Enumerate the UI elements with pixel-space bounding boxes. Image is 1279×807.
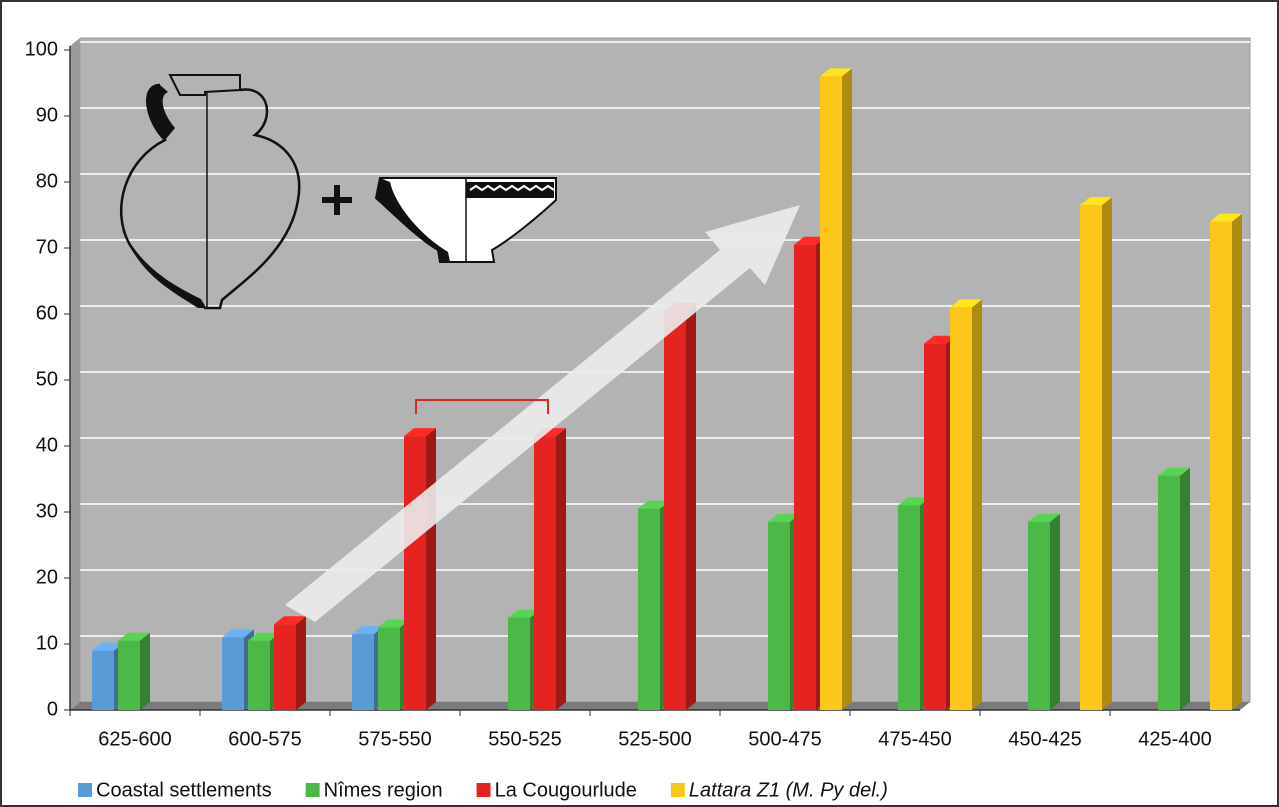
y-tick-label: 10 — [36, 632, 58, 654]
legend-label: La Cougourlude — [495, 779, 637, 801]
trend-arrow — [285, 205, 800, 622]
bar-top — [222, 629, 254, 638]
bar-top — [404, 428, 436, 437]
y-tick-label: 90 — [36, 104, 58, 126]
legend-label: Lattara Z1 (M. Py del.) — [689, 779, 888, 801]
illustration — [120, 74, 800, 622]
bar — [1080, 205, 1102, 710]
bar-top — [1158, 467, 1190, 476]
bar — [664, 310, 686, 710]
bar-top — [378, 619, 410, 628]
bar — [508, 617, 530, 710]
cup-section — [376, 178, 450, 262]
legend-swatch — [476, 783, 491, 797]
bar-top — [248, 632, 280, 641]
bar-side — [1180, 467, 1190, 710]
legend-label: Coastal settlements — [96, 779, 272, 801]
legend: Coastal settlements Nîmes region La Cougou… — [78, 779, 888, 801]
x-tick-label: 500-475 — [748, 728, 821, 750]
bar — [534, 436, 556, 710]
bar-side — [556, 428, 566, 710]
bar-side — [972, 299, 982, 710]
bar — [222, 637, 244, 710]
y-tick-label: 40 — [36, 434, 58, 456]
bar-side — [296, 616, 306, 710]
bar — [248, 640, 270, 710]
legend-swatch — [670, 783, 685, 797]
bar — [924, 343, 946, 710]
y-tick-label: 60 — [36, 302, 58, 324]
bar — [378, 627, 400, 710]
bar-side — [426, 428, 436, 710]
bar-top — [352, 626, 384, 635]
bar-top — [950, 299, 982, 308]
cup-wave — [469, 184, 555, 192]
bar — [1210, 221, 1232, 710]
y-tick-label: 70 — [36, 236, 58, 258]
x-tick-label: 525-500 — [618, 728, 691, 750]
bar-top — [794, 236, 826, 245]
bar — [794, 244, 816, 710]
bar-top — [92, 642, 124, 651]
amphora-handle — [147, 85, 175, 140]
bar-top — [274, 616, 306, 625]
bar — [352, 634, 374, 710]
bar — [404, 436, 426, 710]
bar — [820, 76, 842, 710]
y-tick-label: 80 — [36, 170, 58, 192]
bar-top — [1210, 213, 1242, 222]
bar-top — [898, 497, 930, 506]
amphora-shadow — [122, 230, 205, 308]
bar-side — [140, 632, 150, 710]
bar-side — [1102, 197, 1112, 711]
y-tick-label: 50 — [36, 368, 58, 390]
x-tick-label: 575-550 — [358, 728, 431, 750]
bar-top — [1028, 513, 1060, 522]
x-tick-label: 475-450 — [878, 728, 951, 750]
bar-side — [686, 302, 696, 710]
bar-side — [842, 68, 852, 710]
bar-top — [768, 513, 800, 522]
y-tick-label: 0 — [47, 698, 58, 720]
bar-top — [1080, 197, 1112, 206]
y-tick-label: 100 — [25, 38, 58, 60]
bar-side — [1232, 213, 1242, 710]
x-tick-label: 550-525 — [488, 728, 561, 750]
x-tick-label: 600-575 — [228, 728, 301, 750]
bar — [950, 307, 972, 710]
x-tick-label: 425-400 — [1138, 728, 1211, 750]
x-tick-label: 450-425 — [1008, 728, 1081, 750]
bracket — [415, 399, 549, 414]
legend-swatch — [78, 783, 92, 797]
legend-swatch — [305, 783, 320, 797]
bar-top — [638, 500, 670, 509]
bar-top — [924, 335, 956, 344]
y-tick-label: 20 — [36, 566, 58, 588]
y-tick-label: 30 — [36, 500, 58, 522]
bar-top — [820, 68, 852, 77]
bar-top — [508, 609, 540, 618]
bar — [638, 508, 660, 710]
plot-area: 0 10 20 30 40 50 60 70 80 90 100 625-600 600-575 575-… — [25, 37, 1251, 750]
bar-side — [1050, 513, 1060, 710]
bar — [768, 521, 790, 710]
side-wall — [70, 38, 80, 710]
bar — [118, 640, 140, 710]
amphora-rim — [168, 74, 241, 96]
bar — [1028, 521, 1050, 710]
amphora-body — [120, 83, 301, 310]
legend-label: Nîmes region — [324, 779, 443, 801]
bar-top — [118, 632, 150, 641]
bar — [898, 505, 920, 710]
bar — [274, 624, 296, 710]
bar — [92, 650, 114, 710]
bar — [1158, 475, 1180, 710]
x-tick-label: 625-600 — [98, 728, 171, 750]
